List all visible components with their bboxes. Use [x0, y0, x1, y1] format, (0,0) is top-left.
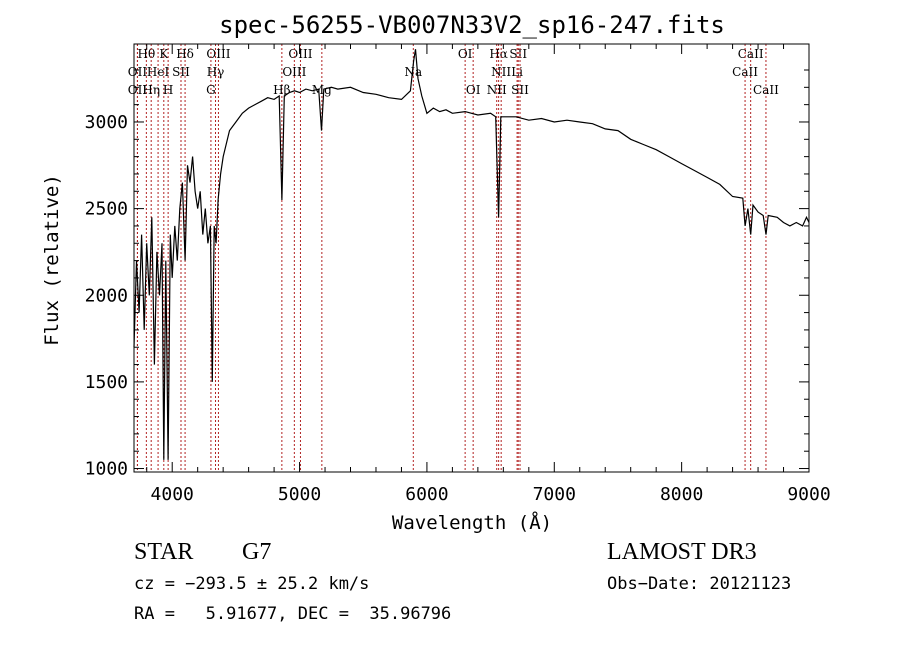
line-marker-label-6: SII — [172, 65, 190, 79]
line-marker-label-20: SII — [509, 47, 527, 61]
line-marker-label-22: Li — [511, 65, 523, 79]
chart-title: spec-56255-VB007N33V2_sp16-247.fits — [219, 11, 725, 39]
obs-date-readout: Obs−Date: 20121123 — [607, 574, 792, 594]
y-tick-label-1500: 1500 — [85, 372, 128, 393]
line-marker-label-26: CaII — [732, 65, 758, 79]
line-marker-label-15: Mg — [312, 83, 332, 97]
line-marker-label-14: Hβ — [273, 83, 290, 97]
coordinates-readout: RA = 5.91677, DEC = 35.96796 — [134, 604, 452, 624]
line-marker-label-11: G — [206, 83, 216, 97]
x-tick-label-4000: 4000 — [151, 484, 194, 505]
line-marker-label-23: NII — [487, 83, 507, 97]
line-marker-label-21: NII — [491, 65, 511, 79]
y-tick-label-2500: 2500 — [85, 199, 128, 220]
spectrum-series-line — [133, 49, 810, 460]
line-marker-label-18: OI — [466, 83, 481, 97]
line-marker-label-3: HeI — [147, 65, 170, 79]
plot-frame — [133, 43, 810, 473]
line-marker-label-2: OII — [128, 83, 148, 97]
y-tick-label-2000: 2000 — [85, 285, 128, 306]
survey-label: LAMOST DR3 — [607, 539, 757, 565]
y-tick-label-3000: 3000 — [85, 112, 128, 133]
line-marker-label-10: Hγ — [207, 65, 225, 79]
x-axis-label: Wavelength (Å) — [392, 511, 552, 534]
line-marker-label-12: OIII — [288, 47, 312, 61]
x-tick-label-9000: 9000 — [787, 484, 830, 505]
x-tick-label-6000: 6000 — [405, 484, 448, 505]
line-marker-label-7: H — [163, 83, 173, 97]
line-marker-label-13: OIII — [282, 65, 306, 79]
y-axis-label: Flux (relative) — [41, 174, 63, 346]
subclass-label: G7 — [242, 539, 272, 565]
line-marker-label-8: Hδ — [176, 47, 194, 61]
line-marker-label-5: Hη — [142, 83, 160, 97]
line-marker-label-25: CaII — [738, 47, 764, 61]
x-tick-label-5000: 5000 — [278, 484, 321, 505]
line-marker-label-19: Hα — [489, 47, 508, 61]
line-marker-label-4: K — [159, 47, 169, 61]
y-tick-label-1000: 1000 — [85, 459, 128, 480]
line-marker-label-24: SII — [511, 83, 529, 97]
redshift-readout: cz = −293.5 ± 25.2 km/s — [134, 574, 370, 594]
line-marker-label-27: CaII — [753, 83, 779, 97]
x-tick-label-7000: 7000 — [533, 484, 576, 505]
line-marker-label-9: OIII — [206, 47, 230, 61]
class-label: STAR — [134, 539, 194, 565]
x-tick-label-8000: 8000 — [660, 484, 703, 505]
line-marker-label-17: OI — [458, 47, 473, 61]
line-marker-label-0: Hθ — [138, 47, 156, 61]
